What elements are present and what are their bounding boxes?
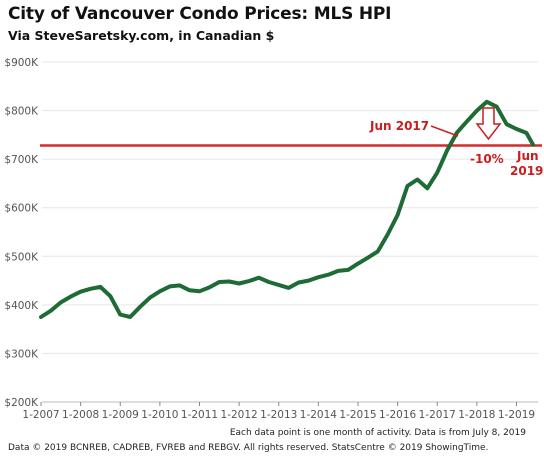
chart-title: City of Vancouver Condo Prices: MLS HPI <box>8 4 392 24</box>
x-tick-label: 1-2019 <box>498 409 535 421</box>
x-tick-label: 1-2018 <box>458 409 495 421</box>
grid-lines <box>42 61 538 403</box>
x-tick-label: 1-2014 <box>300 409 338 421</box>
annotation-jun-2017: Jun 2017 <box>369 119 429 133</box>
y-tick-label: $700K <box>4 154 39 166</box>
down-arrow-icon <box>475 107 502 141</box>
x-tick-label: 1-2015 <box>339 409 376 421</box>
chart-subtitle: Via SteveSaretsky.com, in Canadian $ <box>8 28 275 43</box>
y-tick-label: $500K <box>4 251 39 263</box>
x-tick-label: 1-2008 <box>62 409 99 421</box>
x-tick-label: 1-2011 <box>181 409 218 421</box>
x-tick-label: 1-2017 <box>419 409 456 421</box>
x-tick-label: 1-2012 <box>221 409 258 421</box>
x-tick-label: 1-2013 <box>260 409 297 421</box>
y-tick-label: $900K <box>4 57 39 69</box>
x-tick-label: 1-2016 <box>379 409 417 421</box>
series-line-condo-hpi <box>39 99 535 319</box>
y-tick-label: $300K <box>4 348 39 360</box>
x-tick-label: 1-2007 <box>22 409 59 421</box>
x-tick-label: 1-2009 <box>102 409 139 421</box>
x-tick-label: 1-2010 <box>141 409 178 421</box>
y-axis-ticks: $200K $300K $400K $500K $600K $700K $800K $900K <box>4 57 39 409</box>
annotation-jun-2019-month: Jun <box>516 149 539 163</box>
footnote-copyright: Data © 2019 BCNREB, CADREB, FVREB and RE… <box>8 443 489 453</box>
y-tick-label: $400K <box>4 300 39 312</box>
y-tick-label: $200K <box>4 397 39 409</box>
x-axis-ticks: 1-2007 1-2008 1-2009 1-2010 1-2011 1-2012 1-20… <box>22 402 535 421</box>
footnote-data-date: Each data point is one month of activity… <box>229 428 526 438</box>
y-tick-label: $600K <box>4 203 39 215</box>
annotation-jun-2019-year: 2019 <box>510 164 543 178</box>
annotation-jun-2017-leader <box>430 125 459 137</box>
annotation-drop-percent: -10% <box>470 152 504 166</box>
y-tick-label: $800K <box>4 106 39 118</box>
